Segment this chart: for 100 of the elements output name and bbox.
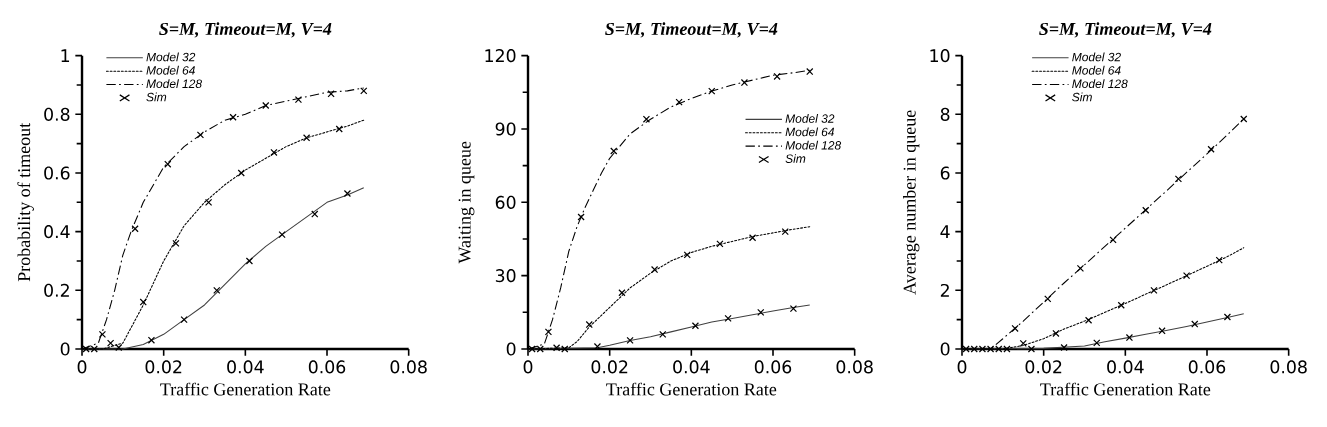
x-tick-label: 0.08: [390, 360, 427, 374]
legend-label: Model 64: [1072, 65, 1121, 75]
y-axis-title: Average number in queue: [903, 110, 920, 295]
legend-label: Model 128: [1072, 79, 1128, 88]
legend-label: Model 32: [785, 114, 835, 123]
point: [610, 147, 618, 155]
legend-label: Sim: [785, 154, 806, 163]
x-tick-label: 0.06: [754, 360, 792, 374]
legend-label: Model 128: [785, 140, 842, 150]
point: [1207, 145, 1215, 153]
y-tick-label: 0.6: [44, 166, 70, 180]
point: [773, 72, 781, 81]
point: [724, 314, 732, 323]
y-tick-label: 1: [61, 49, 70, 62]
y-tick-label: 30: [495, 269, 516, 283]
point: [327, 90, 335, 98]
y-tick-label: 6: [940, 166, 950, 180]
y-axis-title: Waiting in queue: [458, 141, 475, 264]
point: [196, 131, 205, 139]
point: [278, 230, 286, 239]
point: [204, 198, 213, 206]
point: [335, 125, 343, 133]
line-series: [527, 304, 811, 350]
point: [1052, 329, 1060, 338]
point: [229, 113, 237, 121]
y-tick-label: 0: [940, 342, 950, 356]
point: [806, 67, 814, 76]
y-tick-label: 0.8: [44, 107, 70, 121]
y-tick-label: 120: [485, 49, 516, 63]
y-tick-label: 0: [506, 342, 516, 356]
legend-label: Sim: [146, 92, 167, 102]
point: [781, 228, 789, 236]
point: [618, 289, 626, 297]
point: [1027, 345, 1036, 353]
point: [1084, 316, 1093, 324]
x-axis-title: Traffic Generation Rate: [1040, 382, 1211, 396]
point: [311, 210, 319, 218]
point: [642, 115, 651, 123]
x-axis-title: Traffic Generation Rate: [606, 382, 777, 396]
chart-title: S=M, Timeout=M, V=4: [159, 22, 332, 38]
x-tick-label: 0: [523, 360, 533, 374]
y-tick-label: 60: [495, 195, 516, 209]
point: [585, 320, 593, 329]
x-tick-label: 0: [957, 360, 967, 374]
y-tick-label: 2: [940, 283, 949, 297]
point: [1019, 339, 1027, 348]
y-tick-label: 4: [940, 225, 950, 238]
x-tick-label: 0.02: [591, 360, 628, 374]
point: [139, 298, 147, 306]
legend-label: Model 64: [785, 127, 835, 137]
y-tick-label: 8: [940, 107, 950, 121]
point: [270, 148, 278, 157]
x-tick-label: 0.04: [227, 360, 264, 374]
y-axis-title: Probability of timeout: [17, 122, 34, 282]
point: [1117, 301, 1125, 309]
point: [675, 98, 683, 106]
point: [748, 234, 757, 242]
point: [98, 330, 107, 338]
x-tick-label: 0.08: [1270, 360, 1307, 374]
y-tick-label: 0.2: [44, 283, 69, 297]
point: [1215, 256, 1223, 264]
y-tick-label: 0.4: [44, 225, 70, 239]
legend-label: Model 32: [146, 52, 196, 62]
y-tick-label: 90: [495, 122, 516, 136]
x-tick-label: 0.02: [1025, 360, 1062, 374]
point: [691, 322, 700, 330]
point: [180, 316, 188, 324]
x-tick-label: 0.02: [145, 360, 182, 374]
point: [626, 336, 634, 345]
point: [1011, 324, 1019, 333]
point: [1060, 343, 1068, 352]
point: [147, 336, 156, 344]
legend-label: Model 128: [146, 79, 202, 88]
point: [1142, 206, 1150, 214]
x-tick-label: 0: [77, 360, 87, 374]
point: [237, 169, 245, 177]
point: [1223, 313, 1232, 321]
x-tick-label: 0.04: [1107, 360, 1144, 374]
point: [106, 339, 115, 347]
point: [683, 251, 691, 259]
y-tick-label: 10: [930, 49, 950, 63]
x-tick-label: 0.08: [836, 360, 873, 374]
point: [1076, 264, 1085, 272]
x-tick-label: 0.04: [673, 360, 710, 374]
point: [1158, 327, 1166, 335]
point: [708, 87, 716, 95]
point: [172, 239, 180, 247]
x-tick-label: 0.06: [1188, 360, 1226, 374]
point: [1240, 115, 1248, 123]
x-axis-title: Traffic Generation Rate: [160, 382, 331, 396]
chart-title: S=M, Timeout=M, V=4: [1039, 22, 1212, 38]
x-tick-label: 0.06: [308, 360, 346, 374]
legend-label: Sim: [1072, 92, 1092, 102]
legend-label: Model 64: [146, 65, 195, 75]
point: [262, 101, 270, 110]
point: [302, 134, 311, 142]
point: [360, 87, 368, 95]
point: [131, 225, 139, 233]
point: [1174, 175, 1183, 183]
point: [1191, 320, 1199, 328]
